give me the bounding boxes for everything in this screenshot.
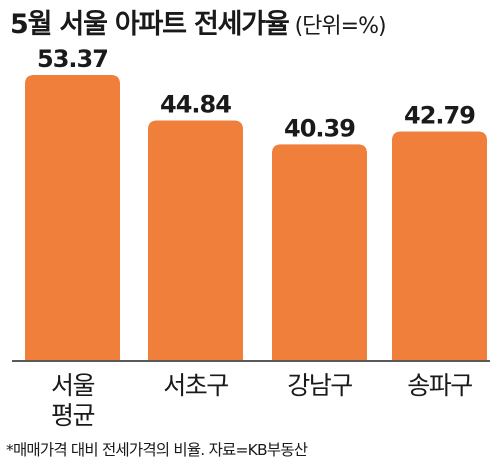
- bar-2-category-label: 서초구: [163, 371, 228, 400]
- bar-3: [272, 144, 367, 360]
- bar-4-value-label: 42.79: [404, 101, 475, 129]
- bar-1-value-label: 53.37: [37, 45, 108, 73]
- bar-2-value-label: 44.84: [160, 91, 231, 119]
- chart-unit: (단위=%): [294, 14, 387, 39]
- chart-title: 5월 서울 아파트 전세가율: [10, 9, 290, 40]
- bar-3-value-label: 40.39: [284, 114, 355, 142]
- bar-1-category-label: 서울 평균: [51, 371, 95, 430]
- chart-header: 5월 서울 아파트 전세가율 (단위=%): [10, 2, 387, 41]
- bar-2: [148, 120, 243, 360]
- bar-1: [25, 75, 120, 360]
- bar-3-category-label: 강남구: [287, 371, 352, 400]
- bar-4: [392, 131, 487, 360]
- bar-4-category-label: 송파구: [407, 371, 472, 400]
- footnote: *매매가격 대비 전세가격의 비율. 자료=KB부동산: [6, 441, 308, 459]
